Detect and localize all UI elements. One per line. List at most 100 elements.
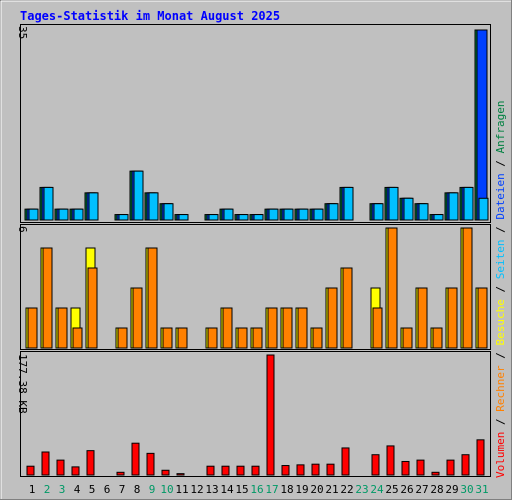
day-label-23: 23 — [355, 483, 368, 496]
bar-rechner-day-27 — [417, 287, 428, 349]
panel-volume-frame — [20, 351, 491, 477]
bar-rechner-day-18 — [282, 307, 293, 349]
bar-seiten-day-15 — [238, 214, 249, 221]
day-label-10: 10 — [160, 483, 173, 496]
bar-seiten-day-22 — [343, 186, 354, 221]
bar-volumen-day-2 — [41, 451, 50, 476]
bar-volumen-day-17 — [266, 354, 275, 476]
bar-volumen-day-16 — [251, 465, 260, 476]
bar-rechner-day-4 — [72, 327, 83, 349]
bar-seiten-day-31 — [478, 197, 489, 221]
bar-seiten-day-13 — [208, 214, 219, 221]
bar-seiten-day-27 — [418, 203, 429, 221]
bar-rechner-day-26 — [402, 327, 413, 349]
day-label-26: 26 — [400, 483, 413, 496]
visits-ymax-label: 6 — [16, 226, 29, 233]
day-label-25: 25 — [385, 483, 398, 496]
bar-seiten-day-3 — [58, 208, 69, 221]
bar-seiten-day-7 — [118, 214, 129, 221]
bar-seiten-day-16 — [253, 214, 264, 221]
day-label-21: 21 — [325, 483, 338, 496]
bar-volumen-day-25 — [386, 445, 395, 476]
bar-rechner-day-10 — [162, 327, 173, 349]
day-label-17: 17 — [265, 483, 278, 496]
legend: Volumen / Rechner / Besuche / Seiten / D… — [494, 100, 507, 478]
day-label-9: 9 — [149, 483, 156, 496]
bar-volumen-day-29 — [446, 459, 455, 476]
bar-rechner-day-16 — [252, 327, 263, 349]
bar-volumen-day-27 — [416, 459, 425, 476]
legend-besuche: Besuche — [494, 299, 507, 345]
bar-seiten-day-18 — [283, 208, 294, 221]
day-label-31: 31 — [475, 483, 488, 496]
bar-seiten-day-28 — [433, 214, 444, 221]
day-label-11: 11 — [175, 483, 188, 496]
bar-rechner-day-1 — [27, 307, 38, 349]
bar-seiten-day-5 — [88, 192, 99, 221]
bar-seiten-day-2 — [43, 186, 54, 221]
bar-rechner-day-21 — [327, 287, 338, 349]
day-label-2: 2 — [44, 483, 51, 496]
bar-rechner-day-11 — [177, 327, 188, 349]
day-label-7: 7 — [119, 483, 126, 496]
bar-volumen-day-18 — [281, 465, 290, 476]
bar-rechner-day-19 — [297, 307, 308, 349]
bar-rechner-day-29 — [447, 287, 458, 349]
bar-volumen-day-10 — [161, 469, 170, 476]
day-label-19: 19 — [295, 483, 308, 496]
bar-seiten-day-10 — [163, 203, 174, 221]
bar-rechner-day-25 — [387, 227, 398, 349]
bar-volumen-day-28 — [431, 471, 440, 476]
bar-seiten-day-21 — [328, 203, 339, 221]
bar-volumen-day-13 — [206, 465, 215, 476]
bar-volumen-day-1 — [26, 465, 35, 476]
bar-volumen-day-22 — [341, 447, 350, 476]
bar-seiten-day-30 — [463, 186, 474, 221]
day-label-13: 13 — [205, 483, 218, 496]
day-label-6: 6 — [104, 483, 111, 496]
bar-rechner-day-7 — [117, 327, 128, 349]
day-label-20: 20 — [310, 483, 323, 496]
bar-rechner-day-9 — [147, 247, 158, 349]
bar-volumen-day-3 — [56, 459, 65, 476]
bar-rechner-day-3 — [57, 307, 68, 349]
bar-rechner-day-28 — [432, 327, 443, 349]
day-label-5: 5 — [89, 483, 96, 496]
bar-seiten-day-26 — [403, 197, 414, 221]
bar-volumen-day-21 — [326, 463, 335, 476]
bar-seiten-day-20 — [313, 208, 324, 221]
bar-rechner-day-8 — [132, 287, 143, 349]
day-label-18: 18 — [280, 483, 293, 496]
panel-hits-frame — [20, 24, 491, 223]
day-label-15: 15 — [235, 483, 248, 496]
bar-rechner-day-24 — [372, 307, 383, 349]
bar-marks — [24, 29, 489, 476]
day-label-29: 29 — [445, 483, 458, 496]
bar-volumen-day-26 — [401, 460, 410, 476]
day-label-14: 14 — [220, 483, 234, 496]
bar-volumen-day-9 — [146, 452, 155, 476]
bar-volumen-day-15 — [236, 465, 245, 476]
bar-rechner-day-30 — [462, 227, 473, 349]
bar-seiten-day-14 — [223, 208, 234, 221]
bar-seiten-day-8 — [133, 170, 144, 221]
day-label-12: 12 — [190, 483, 203, 496]
bar-volumen-day-8 — [131, 442, 140, 476]
legend-dateien: Dateien — [494, 173, 507, 219]
day-label-3: 3 — [59, 483, 66, 496]
bar-seiten-day-11 — [178, 214, 189, 221]
bar-seiten-day-9 — [148, 192, 159, 221]
day-label-4: 4 — [74, 483, 81, 496]
bar-volumen-day-5 — [86, 450, 95, 476]
bar-dateien-day-31 — [476, 29, 488, 221]
bar-volumen-day-20 — [311, 463, 320, 476]
bar-volumen-day-11 — [176, 473, 185, 476]
bar-volumen-day-30 — [461, 454, 470, 476]
day-label-28: 28 — [430, 483, 443, 496]
bar-seiten-day-24 — [373, 203, 384, 221]
bar-rechner-day-17 — [267, 307, 278, 349]
bar-seiten-day-19 — [298, 208, 309, 221]
